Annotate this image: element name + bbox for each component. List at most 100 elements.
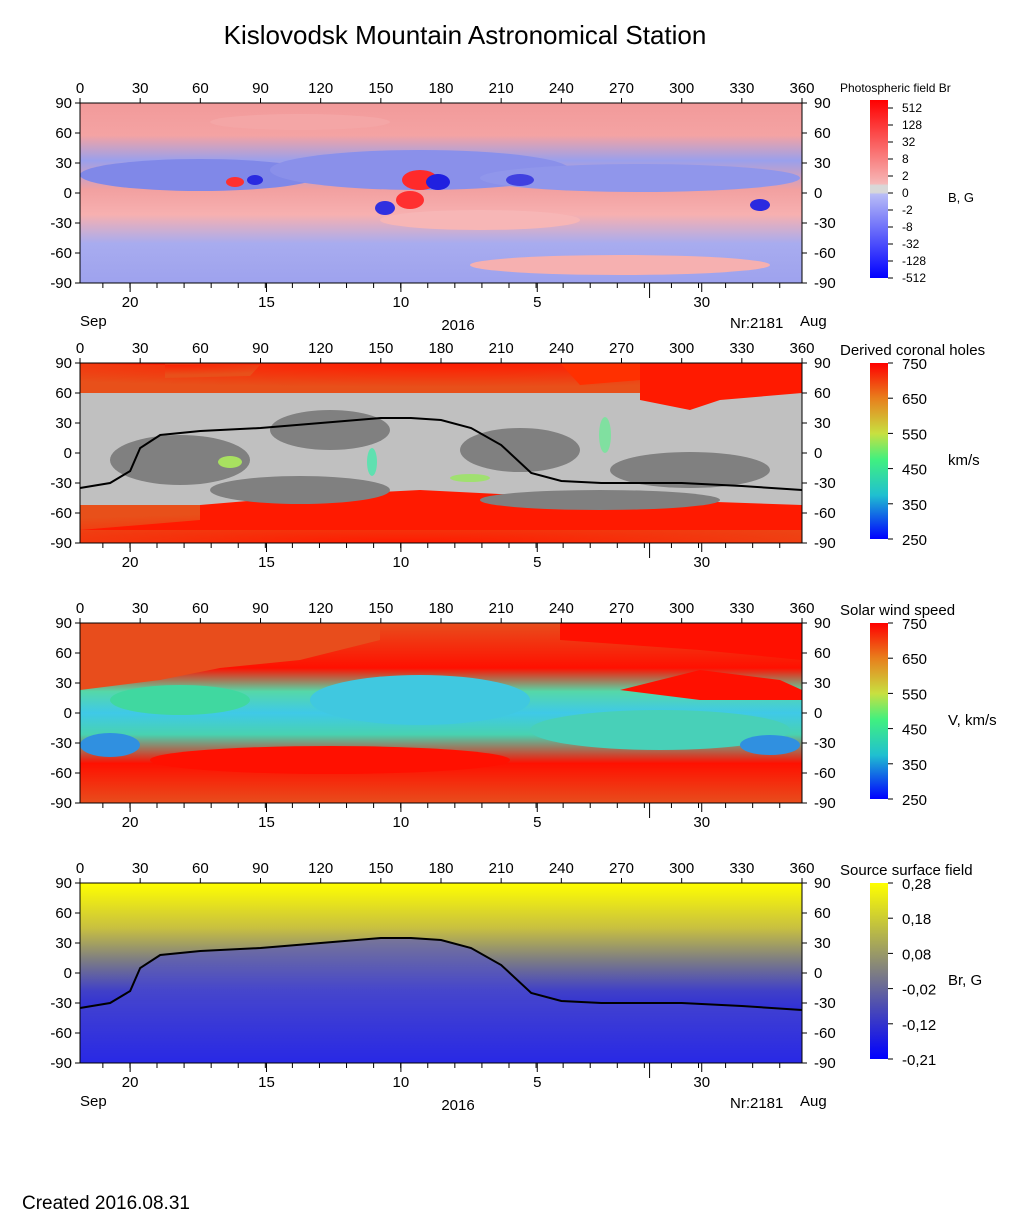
date-tick-label: 15 <box>258 554 275 571</box>
lon-tick-label: 150 <box>368 340 393 357</box>
lat-tick-label: 30 <box>55 935 72 952</box>
colorbar-tick-label: 8 <box>902 152 909 166</box>
lat-tick-label: -90 <box>814 795 836 812</box>
colorbar-tick-label: 350 <box>902 497 927 514</box>
solar-wind-map <box>80 623 802 803</box>
lon-tick-label: 60 <box>192 600 209 617</box>
lat-tick-label: -60 <box>50 1025 72 1042</box>
month-right-label: Aug <box>800 1093 827 1110</box>
lat-tick-label: 30 <box>814 415 831 432</box>
lat-tick-label: 90 <box>814 875 831 892</box>
lon-tick-label: 360 <box>789 860 814 877</box>
lat-tick-label: -30 <box>814 475 836 492</box>
lon-tick-label: 270 <box>609 600 634 617</box>
lat-tick-label: -60 <box>814 765 836 782</box>
lon-tick-label: 300 <box>669 340 694 357</box>
date-tick-label: 15 <box>258 1074 275 1091</box>
created-date: Created 2016.08.31 <box>22 1193 190 1214</box>
solar-wind-title: Solar wind speed <box>840 602 955 619</box>
date-tick-label: 20 <box>122 554 139 571</box>
lat-tick-label: -90 <box>814 1055 836 1072</box>
date-tick-label: 20 <box>122 294 139 311</box>
lon-tick-label: 0 <box>76 340 84 357</box>
lon-tick-label: 210 <box>489 860 514 877</box>
colorbar-tick-label: 450 <box>902 462 927 479</box>
coronal-holes-neutral-line <box>79 417 803 491</box>
lat-tick-label: 0 <box>64 445 72 462</box>
lat-tick-label: 0 <box>814 965 822 982</box>
lat-tick-label: 90 <box>814 615 831 632</box>
date-tick-label: 15 <box>258 294 275 311</box>
lon-tick-label: 210 <box>489 80 514 97</box>
lon-tick-label: 180 <box>428 600 453 617</box>
colorbar-tick-label: 250 <box>902 532 927 549</box>
colorbar-tick-label: 650 <box>902 391 927 408</box>
coronal-holes-map <box>80 363 802 543</box>
colorbar-tick-label: 550 <box>902 426 927 443</box>
coronal-holes-colorbar-ticks: 750 650 550 450 350 250 <box>888 356 927 549</box>
lon-tick-label: 60 <box>192 340 209 357</box>
lat-tick-label: -90 <box>50 535 72 552</box>
colorbar-tick-label: -0,21 <box>902 1052 936 1069</box>
lon-tick-label: 150 <box>368 600 393 617</box>
colorbar-tick-label: 650 <box>902 651 927 668</box>
lon-tick-label: 0 <box>76 80 84 97</box>
lon-tick-label: 360 <box>789 80 814 97</box>
photospheric-title: Photospheric field Br <box>840 81 951 95</box>
lat-tick-label: -30 <box>50 995 72 1012</box>
lat-tick-label: 30 <box>814 935 831 952</box>
date-tick-label: 30 <box>693 1074 710 1091</box>
photospheric-colorbar-label: B, G <box>948 190 974 205</box>
colorbar-tick-label: 750 <box>902 356 927 373</box>
lon-tick-label: 30 <box>132 600 149 617</box>
lon-tick-label: 120 <box>308 600 333 617</box>
colorbar-tick-label: 350 <box>902 757 927 774</box>
colorbar-tick-label: -8 <box>902 220 913 234</box>
month-right-label: Aug <box>800 313 827 330</box>
lat-tick-label: 0 <box>814 705 822 722</box>
lon-tick-label: 330 <box>729 860 754 877</box>
lon-tick-label: 210 <box>489 600 514 617</box>
colorbar-tick-label: 0,28 <box>902 876 931 893</box>
lon-tick-label: 330 <box>729 600 754 617</box>
lon-tick-label: 30 <box>132 80 149 97</box>
lat-tick-label: 0 <box>814 185 822 202</box>
lon-tick-label: 90 <box>252 340 269 357</box>
colorbar-tick-label: -0,02 <box>902 982 936 999</box>
month-left-label: Sep <box>80 1093 107 1110</box>
colorbar-tick-label: -2 <box>902 203 913 217</box>
lat-tick-label: -90 <box>50 795 72 812</box>
lon-tick-label: 240 <box>549 600 574 617</box>
colorbar-tick-label: -128 <box>902 254 926 268</box>
colorbar-tick-label: 450 <box>902 722 927 739</box>
source-surface-colorbar <box>870 883 888 1059</box>
date-tick-label: 5 <box>533 814 541 831</box>
lat-tick-label: 60 <box>814 385 831 402</box>
date-tick-label: 5 <box>533 554 541 571</box>
lon-tick-label: 30 <box>132 340 149 357</box>
source-surface-colorbar-label: Br, G <box>948 972 982 989</box>
lat-tick-label: -30 <box>50 735 72 752</box>
colorbar-tick-label: 512 <box>902 101 922 115</box>
lat-tick-label: -90 <box>50 1055 72 1072</box>
lon-tick-label: 270 <box>609 340 634 357</box>
lon-tick-label: 60 <box>192 860 209 877</box>
lat-tick-label: -90 <box>50 275 72 292</box>
lat-tick-label: 0 <box>64 185 72 202</box>
page-title: Kislovodsk Mountain Astronomical Station <box>223 20 707 50</box>
date-tick-label: 10 <box>393 1074 410 1091</box>
lat-tick-label: -90 <box>814 275 836 292</box>
colorbar-tick-label: 250 <box>902 792 927 809</box>
date-tick-label: 30 <box>693 814 710 831</box>
lat-tick-label: 90 <box>55 95 72 112</box>
lon-tick-label: 240 <box>549 80 574 97</box>
lat-tick-label: 90 <box>55 875 72 892</box>
colorbar-tick-label: 128 <box>902 118 922 132</box>
lat-tick-label: -60 <box>50 245 72 262</box>
